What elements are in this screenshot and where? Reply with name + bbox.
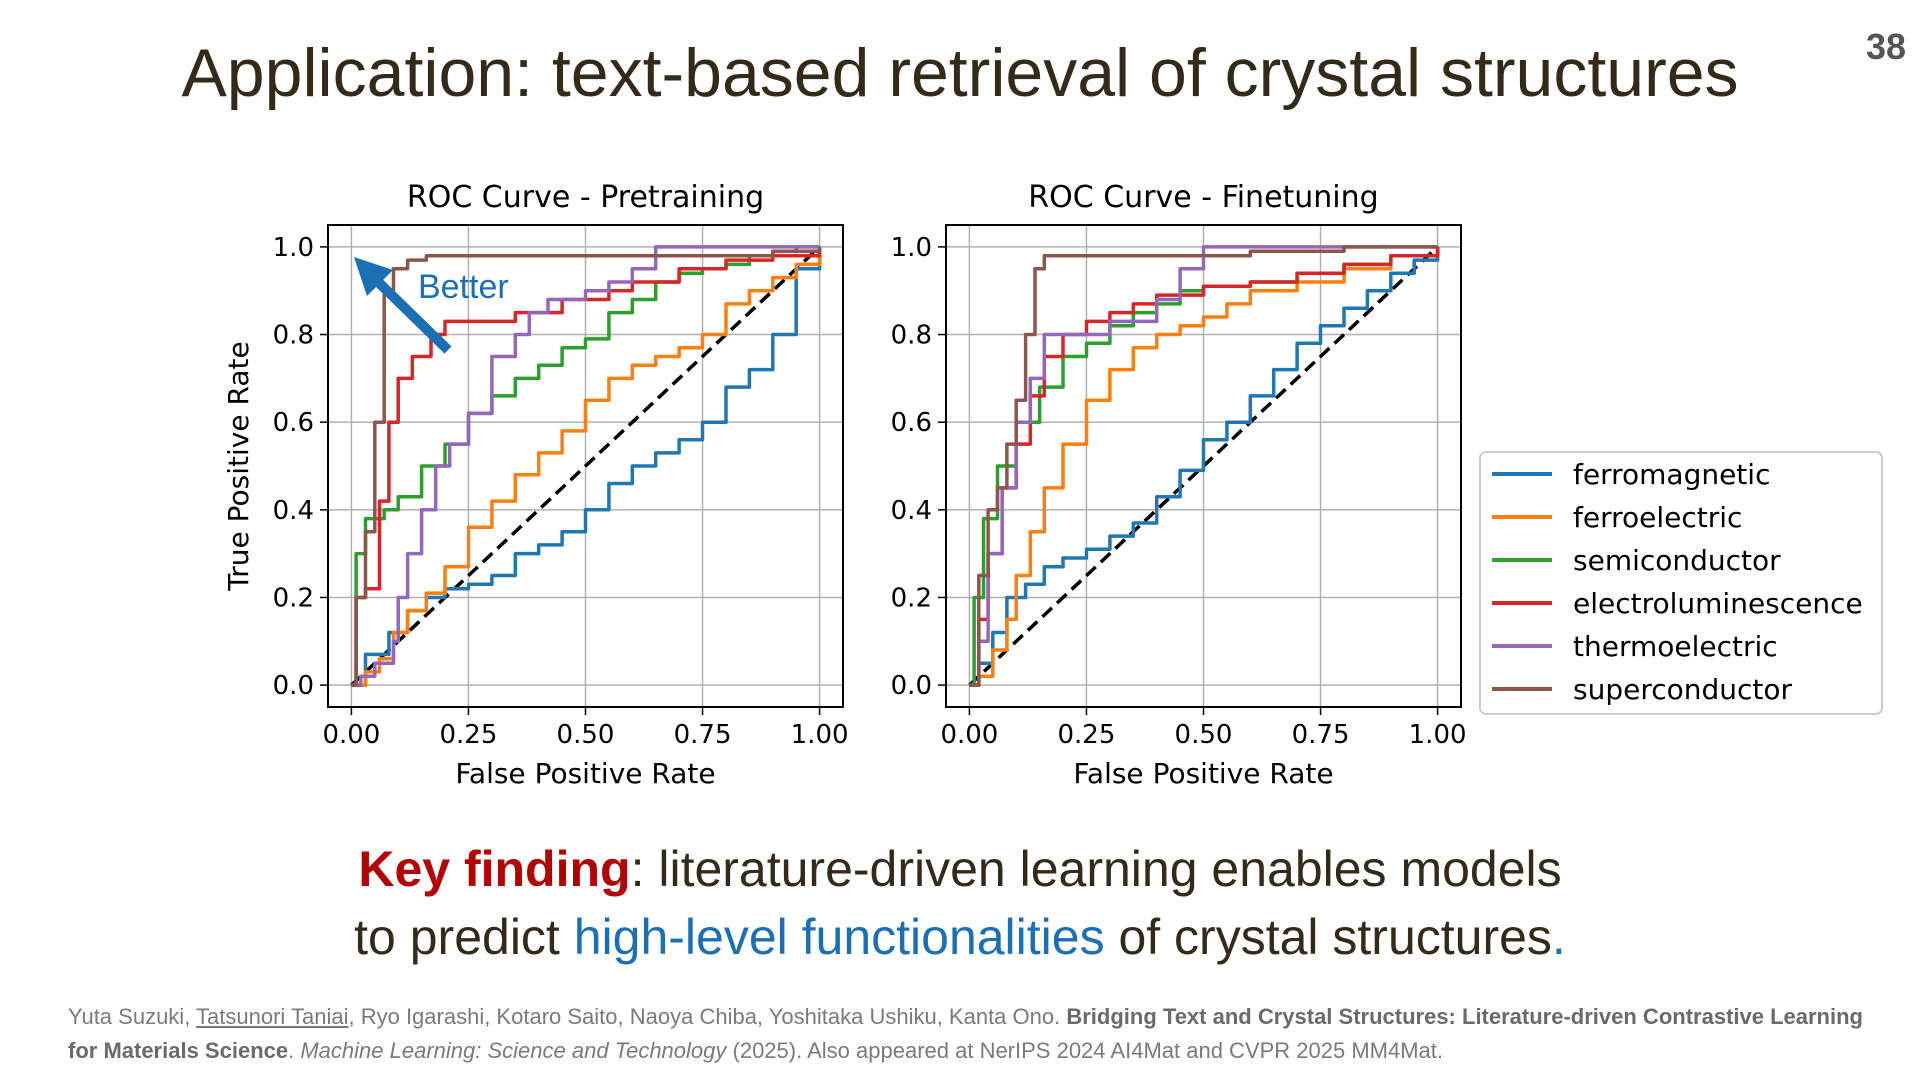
page-title: Application: text-based retrieval of cry… [181,35,1739,111]
better-arrow-shaft [367,271,452,354]
key-finding-text1: : literature-driven learning enables mod… [630,841,1562,897]
chart1-ytick-label: 0.0 [273,671,314,701]
key-finding-highlight: high-level functionalities [573,909,1105,965]
chart1-xtick-label: 0.00 [322,720,380,750]
chart1-xtick-label: 0.75 [674,720,732,750]
chart1-ylabel: True Positive Rate [222,341,255,591]
chart2-ytick-label: 0.6 [891,408,932,438]
chart1-series-ferroelectric [351,246,822,687]
reference-paper-title: Bridging Text and Crystal Structures: Li… [68,1004,1863,1063]
chart2-series-thermoelectric [969,245,1438,687]
chart1-ytick-label: 0.8 [273,321,314,351]
better-arrow-head [354,257,393,296]
chart2-xtick-label: 0.00 [940,720,998,750]
chart1-xtick-label: 0.25 [440,720,498,750]
chart1-xtick-label: 0.50 [557,720,615,750]
legend-label-thermoelectric: thermoelectric [1573,630,1778,663]
reference-authors: , Ryo Igarashi, Kotaro Saito, Naoya Chib… [348,1004,1067,1029]
chart1-series-superconductor [351,246,822,687]
legend-box [1479,451,1883,715]
chart2-xlabel: False Positive Rate [1073,757,1333,790]
chart2-xtick-label: 1.00 [1409,720,1467,750]
chart1-xlabel: False Positive Rate [455,757,715,790]
chart2-series-superconductor [969,245,1438,687]
chart1-title: ROC Curve - Pretraining [407,180,764,215]
reference-author1: Yuta Suzuki, [68,1004,197,1029]
legend-label-ferromagnetic: ferromagnetic [1573,458,1770,491]
better-annotation: Better [418,268,509,306]
chart1-ytick-label: 0.6 [273,408,314,438]
chart1-xtick-label: 1.00 [791,720,849,750]
key-finding-line2: to predict high-level functionalities of… [0,908,1920,966]
key-finding-line1: Key finding: literature-driven learning … [0,840,1920,898]
chart2-xtick-label: 0.25 [1058,720,1116,750]
key-finding-text2a: to predict [354,909,574,965]
chart2-frame [945,224,1462,708]
chart1-ytick-label: 0.2 [273,583,314,613]
reference-author-highlight: Tatsunori Taniai [196,1004,349,1029]
legend-label-ferroelectric: ferroelectric [1573,501,1742,534]
chart2-xtick-label: 0.75 [1292,720,1350,750]
chart1-ytick-label: 0.4 [273,496,314,526]
reference-tail: (2025). Also appeared at NerIPS 2024 AI4… [726,1038,1444,1063]
reference-journal: Machine Learning: Science and Technology [300,1038,727,1063]
key-finding-label: Key finding [358,841,631,897]
chart2-ytick-label: 0.2 [891,583,932,613]
reference: Yuta Suzuki, Tatsunori Taniai, Ryo Igara… [68,1000,1888,1068]
legend-label-electroluminescence: electroluminescence [1573,587,1863,620]
chart1-diagonal [350,245,821,687]
chart2-title: ROC Curve - Finetuning [1028,180,1378,215]
chart2-ytick-label: 0.4 [891,496,932,526]
key-finding-period: . [1551,909,1566,965]
chart1-series-thermoelectric [351,245,820,687]
legend-label-semiconductor: semiconductor [1573,544,1781,577]
chart2-xtick-label: 0.50 [1175,720,1233,750]
chart1-series-electroluminescence [351,246,822,687]
chart2-series-ferroelectric [969,246,1440,687]
page-number: 38 [1865,26,1906,67]
chart2-ytick-label: 0.0 [891,671,932,701]
chart2-ytick-label: 1.0 [891,233,932,263]
key-finding-text2b: of crystal structures [1104,909,1552,965]
reference-sep: . [288,1038,301,1063]
chart2-series-ferromagnetic [969,246,1440,687]
chart1-ytick-label: 1.0 [273,233,314,263]
roc-charts: 0.00 0.25 0.50 0.75 1.00 0.0 0.2 0.4 0.6 0.8 1.0 RO… [222,180,1883,790]
chart2-ytick-label: 0.8 [891,321,932,351]
chart1-frame [327,224,844,708]
legend-label-superconductor: superconductor [1573,673,1793,706]
